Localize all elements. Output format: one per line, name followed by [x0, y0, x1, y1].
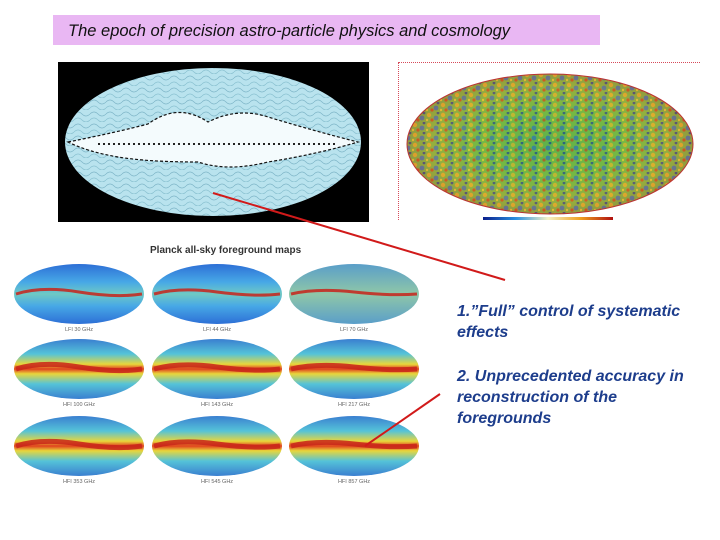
foreground-map-label: HFI 100 GHz: [62, 402, 96, 408]
foreground-map-image: [289, 264, 419, 324]
foreground-map-label: HFI 545 GHz: [200, 479, 234, 485]
foreground-map-image: [152, 339, 282, 399]
dust-map-image: [65, 68, 361, 216]
foreground-map-image: [289, 416, 419, 476]
foreground-map-label: HFI 217 GHz: [337, 402, 371, 408]
foreground-map-9: HFI 857 GHz: [287, 414, 421, 490]
foreground-map-image: [152, 416, 282, 476]
dotted-divider-horizontal: [398, 62, 700, 63]
foreground-map-label: LFI 70 GHz: [339, 327, 369, 333]
foreground-map-label: LFI 44 GHz: [202, 327, 232, 333]
dotted-divider-vertical: [398, 62, 399, 220]
foreground-map-label: HFI 143 GHz: [200, 402, 234, 408]
foreground-map-label: HFI 353 GHz: [62, 479, 96, 485]
note-point-1: 1.”Full” control of systematic effects: [457, 303, 681, 341]
foreground-map-image: [289, 339, 419, 399]
foreground-map-5: HFI 143 GHz: [150, 337, 284, 413]
foreground-map-image: [14, 264, 144, 324]
foreground-map-3: LFI 70 GHz: [287, 262, 421, 338]
foreground-heading: Planck all-sky foreground maps: [150, 245, 302, 256]
cmb-map-image: [406, 73, 694, 220]
foreground-map-label: LFI 30 GHz: [64, 327, 94, 333]
foreground-map-7: HFI 353 GHz: [12, 414, 146, 490]
foreground-map-image: [14, 339, 144, 399]
cmb-color-scale: [483, 217, 613, 220]
slide-title: The epoch of precision astro-particle ph…: [53, 15, 600, 45]
foreground-map-4: HFI 100 GHz: [12, 337, 146, 413]
foreground-map-image: [14, 416, 144, 476]
cmb-map-panel: [398, 62, 698, 222]
foreground-map-1: LFI 30 GHz: [12, 262, 146, 338]
foreground-map-image: [152, 264, 282, 324]
foreground-map-label: HFI 857 GHz: [337, 479, 371, 485]
foreground-map-6: HFI 217 GHz: [287, 337, 421, 413]
foreground-map-8: HFI 545 GHz: [150, 414, 284, 490]
foreground-map-2: LFI 44 GHz: [150, 262, 284, 338]
dust-map-panel: [58, 62, 369, 222]
note-point-2: 2. Unprecedented accuracy in reconstruct…: [457, 368, 684, 427]
